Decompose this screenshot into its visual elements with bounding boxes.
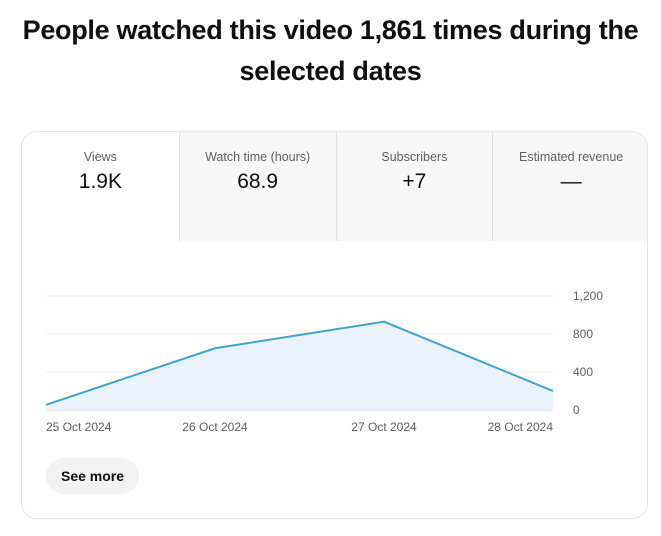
tab-subscribers[interactable]: Subscribers +7 — [335, 132, 493, 241]
views-series-line — [45, 320, 554, 406]
x-tick-label: 27 Oct 2024 — [351, 420, 417, 434]
page-title: People watched this video 1,861 times du… — [22, 15, 639, 86]
y-tick-label: 1,200 — [573, 289, 603, 303]
tab-label: Subscribers — [381, 150, 448, 164]
y-tick-label: 800 — [573, 327, 593, 341]
y-tick-label: 400 — [573, 365, 593, 379]
analytics-card: Views 1.9K Watch time (hours) 68.9 Subsc… — [21, 131, 648, 519]
tab-estimated-revenue[interactable]: Estimated revenue — — [492, 132, 647, 241]
y-tick-label: 0 — [573, 403, 580, 417]
x-tick-label: 25 Oct 2024 — [46, 420, 112, 434]
see-more-button[interactable]: See more — [46, 458, 140, 494]
tab-label: Estimated revenue — [519, 150, 624, 164]
tab-label: Watch time (hours) — [205, 150, 311, 164]
tab-label: Views — [83, 150, 117, 164]
tab-watch-time[interactable]: Watch time (hours) 68.9 — [178, 132, 336, 241]
tab-value: +7 — [402, 170, 427, 193]
x-tick-label: 28 Oct 2024 — [488, 420, 554, 434]
tab-value: 68.9 — [237, 170, 279, 193]
views-area-fill — [46, 321, 553, 410]
tab-value: — — [560, 170, 582, 193]
x-tick-label: 26 Oct 2024 — [182, 420, 248, 434]
views-area-chart: 0 400 800 1,200 25 Oct 2024 26 Oct 2024 27 Oct… — [45, 289, 603, 434]
tab-views[interactable]: Views 1.9K — [22, 132, 179, 241]
views-chart: 0 400 800 1,200 25 Oct 2024 26 Oct 2024 27 Oct… — [22, 241, 647, 441]
metric-tabs: Views 1.9K Watch time (hours) 68.9 Subsc… — [22, 132, 647, 241]
tab-value: 1.9K — [78, 170, 122, 193]
